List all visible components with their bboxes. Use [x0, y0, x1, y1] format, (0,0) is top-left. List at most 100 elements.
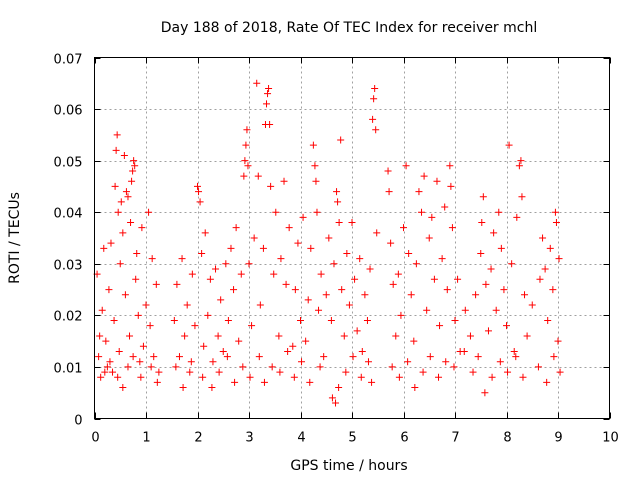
data-point — [477, 249, 485, 257]
data-point — [397, 311, 405, 319]
data-point — [297, 317, 304, 325]
data-point — [276, 368, 284, 376]
data-point — [198, 249, 206, 257]
data-point — [250, 234, 258, 242]
data-point — [152, 280, 160, 288]
data-point — [102, 337, 110, 345]
data-point — [555, 255, 563, 263]
data-point — [528, 301, 536, 309]
data-point — [479, 193, 487, 201]
data-point — [263, 100, 271, 108]
data-point — [242, 141, 250, 149]
data-point — [481, 389, 489, 397]
data-point — [394, 270, 402, 278]
data-point — [334, 198, 342, 206]
data-point — [539, 234, 547, 242]
x-tick-label: 1 — [142, 431, 150, 446]
data-point — [461, 306, 469, 314]
x-tick-labels: 0 1 2 3 4 5 6 7 8 9 10 — [91, 431, 618, 446]
data-point — [419, 368, 427, 376]
data-point — [503, 322, 510, 330]
data-point — [451, 317, 459, 325]
data-point — [146, 322, 154, 330]
data-point — [134, 311, 142, 319]
data-point — [521, 291, 529, 299]
data-point — [95, 353, 103, 361]
data-point — [313, 208, 321, 216]
data-point — [487, 265, 495, 273]
data-point — [361, 291, 369, 299]
chart-title: Day 188 of 2018, Rate Of TEC Index for r… — [161, 20, 537, 36]
data-point — [290, 373, 298, 381]
data-point — [373, 229, 381, 237]
data-point — [239, 363, 247, 371]
data-point — [315, 306, 323, 314]
grid-lines — [94, 57, 610, 419]
data-point — [543, 378, 551, 386]
data-point — [212, 265, 220, 273]
data-point — [111, 182, 119, 190]
data-point — [224, 317, 232, 325]
data-point — [371, 84, 379, 92]
data-point — [223, 353, 231, 361]
data-point — [275, 332, 283, 340]
data-point — [147, 363, 155, 371]
x-axis-label: GPS time / hours — [290, 458, 407, 474]
data-point — [199, 373, 207, 381]
data-point — [363, 317, 371, 325]
data-point — [246, 373, 254, 381]
data-point — [142, 301, 150, 309]
data-point — [402, 162, 410, 170]
data-point — [508, 260, 516, 268]
data-point — [534, 363, 542, 371]
data-point — [541, 265, 549, 273]
data-point — [289, 342, 297, 350]
data-point — [478, 219, 486, 227]
data-point — [415, 188, 423, 196]
data-point — [110, 317, 118, 325]
data-point — [411, 384, 419, 392]
data-point — [130, 157, 138, 165]
data-point — [240, 172, 248, 180]
data-point — [237, 270, 245, 278]
data-point — [204, 311, 212, 319]
data-point — [309, 141, 317, 149]
data-point — [222, 260, 230, 268]
data-point — [450, 363, 458, 371]
data-point — [515, 162, 523, 170]
data-point — [343, 249, 351, 257]
data-point — [129, 353, 137, 361]
data-point — [428, 213, 436, 221]
data-point — [435, 373, 443, 381]
data-point — [175, 353, 183, 361]
data-point — [114, 208, 122, 216]
data-point — [338, 286, 346, 294]
data-point — [482, 280, 490, 288]
data-point — [272, 208, 280, 216]
data-point — [170, 317, 178, 325]
data-point — [217, 296, 225, 304]
data-point — [552, 219, 560, 227]
data-point — [348, 219, 356, 227]
data-point — [302, 337, 310, 345]
data-point — [155, 368, 163, 376]
data-point — [186, 368, 194, 376]
data-point — [254, 172, 262, 180]
data-point — [260, 378, 268, 386]
data-point — [103, 363, 111, 371]
data-point — [325, 234, 333, 242]
data-point — [265, 84, 273, 92]
data-point — [433, 177, 441, 185]
data-point — [405, 249, 413, 257]
data-point — [513, 213, 521, 221]
data-point — [554, 337, 562, 345]
data-point — [364, 358, 372, 366]
data-point — [512, 353, 520, 361]
data-point — [113, 131, 121, 139]
data-point — [510, 347, 518, 355]
data-point — [546, 244, 554, 252]
data-point — [349, 353, 357, 361]
data-point — [116, 260, 124, 268]
data-point — [201, 229, 209, 237]
data-point — [351, 275, 359, 283]
